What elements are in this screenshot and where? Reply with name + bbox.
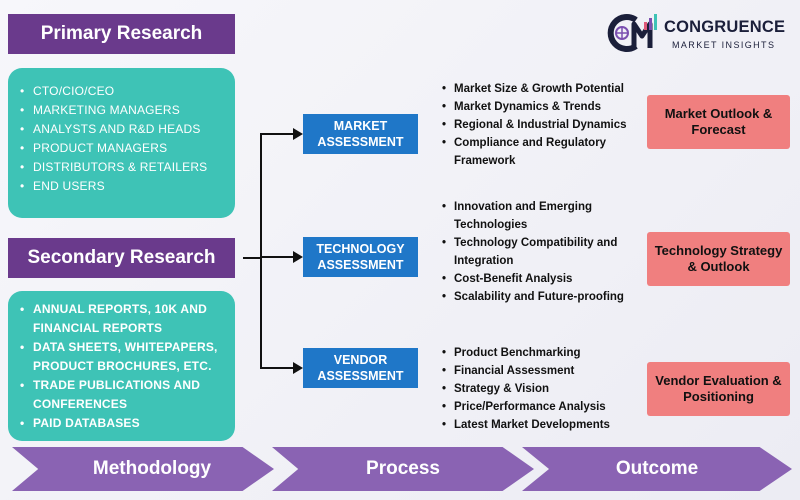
- technology-bullet: Cost-Benefit Analysis: [440, 270, 630, 288]
- technology-bullet: Innovation and Emerging Technologies: [440, 198, 630, 234]
- arrow-market-icon: [293, 128, 303, 140]
- connector-technology: [260, 256, 295, 258]
- connector-vendor: [260, 367, 295, 369]
- vendor-outcome-label: Vendor Evaluation & Positioning: [655, 373, 782, 404]
- congruence-logo: CONGRUENCE MARKET INSIGHTS: [606, 10, 792, 54]
- market-bullets: Market Size & Growth Potential Market Dy…: [440, 80, 635, 170]
- technology-assessment-label: TECHNOLOGY ASSESSMENT: [316, 242, 405, 272]
- connector-market: [260, 133, 295, 135]
- logo-tagline: MARKET INSIGHTS: [672, 40, 776, 50]
- secondary-item: PAID DATABASES: [20, 414, 223, 433]
- arrow-technology-icon: [293, 251, 303, 263]
- market-assessment-box: MARKET ASSESSMENT: [303, 114, 418, 154]
- secondary-research-panel: ANNUAL REPORTS, 10K AND FINANCIAL REPORT…: [8, 291, 235, 441]
- secondary-research-title: Secondary Research: [8, 238, 235, 278]
- primary-item: ANALYSTS AND R&D HEADS: [20, 120, 223, 139]
- primary-item: MARKETING MANAGERS: [20, 101, 223, 120]
- connector-from-secondary: [243, 257, 262, 259]
- footer-step-label: Outcome: [615, 458, 699, 479]
- vendor-bullet: Strategy & Vision: [440, 380, 635, 398]
- primary-item: PRODUCT MANAGERS: [20, 139, 223, 158]
- logo-mark-icon: [607, 14, 657, 52]
- primary-research-title: Primary Research: [8, 14, 235, 54]
- technology-bullets: Innovation and Emerging Technologies Tec…: [440, 198, 630, 306]
- primary-item: CTO/CIO/CEO: [20, 82, 223, 101]
- primary-research-panel: CTO/CIO/CEO MARKETING MANAGERS ANALYSTS …: [8, 68, 235, 218]
- technology-outcome-label: Technology Strategy & Outlook: [654, 243, 783, 274]
- logo-name: CONGRUENCE: [664, 18, 786, 36]
- secondary-item: TRADE PUBLICATIONS AND CONFERENCES: [20, 376, 223, 414]
- vendor-assessment-label: VENDOR ASSESSMENT: [317, 353, 404, 383]
- secondary-item: ANNUAL REPORTS, 10K AND FINANCIAL REPORT…: [20, 300, 223, 338]
- market-bullet: Regional & Industrial Dynamics: [440, 116, 635, 134]
- market-bullet: Market Dynamics & Trends: [440, 98, 635, 116]
- arrow-vendor-icon: [293, 362, 303, 374]
- footer-step-label: Process: [366, 458, 440, 479]
- market-bullet: Compliance and Regulatory Framework: [440, 134, 635, 170]
- technology-bullet: Technology Compatibility and Integration: [440, 234, 630, 270]
- market-assessment-label: MARKET ASSESSMENT: [317, 119, 404, 149]
- vendor-bullet: Latest Market Developments: [440, 416, 635, 434]
- primary-item: DISTRIBUTORS & RETAILERS: [20, 158, 223, 177]
- market-outcome-box: Market Outlook & Forecast: [647, 95, 790, 149]
- footer-step-outcome: Outcome: [522, 447, 792, 491]
- technology-assessment-box: TECHNOLOGY ASSESSMENT: [303, 237, 418, 277]
- footer-step-methodology: Methodology: [12, 447, 274, 491]
- primary-item: END USERS: [20, 177, 223, 196]
- technology-outcome-box: Technology Strategy & Outlook: [647, 232, 790, 286]
- secondary-item: DATA SHEETS, WHITEPAPERS, PRODUCT BROCHU…: [20, 338, 223, 376]
- technology-bullet: Scalability and Future-proofing: [440, 288, 630, 306]
- vendor-bullet: Product Benchmarking: [440, 344, 635, 362]
- vendor-bullets: Product Benchmarking Financial Assessmen…: [440, 344, 635, 434]
- connector-vertical: [260, 133, 262, 369]
- footer-step-process: Process: [272, 447, 534, 491]
- vendor-outcome-box: Vendor Evaluation & Positioning: [647, 362, 790, 416]
- footer-step-label: Methodology: [92, 458, 212, 479]
- vendor-assessment-box: VENDOR ASSESSMENT: [303, 348, 418, 388]
- market-bullet: Market Size & Growth Potential: [440, 80, 635, 98]
- vendor-bullet: Financial Assessment: [440, 362, 635, 380]
- market-outcome-label: Market Outlook & Forecast: [664, 106, 773, 137]
- vendor-bullet: Price/Performance Analysis: [440, 398, 635, 416]
